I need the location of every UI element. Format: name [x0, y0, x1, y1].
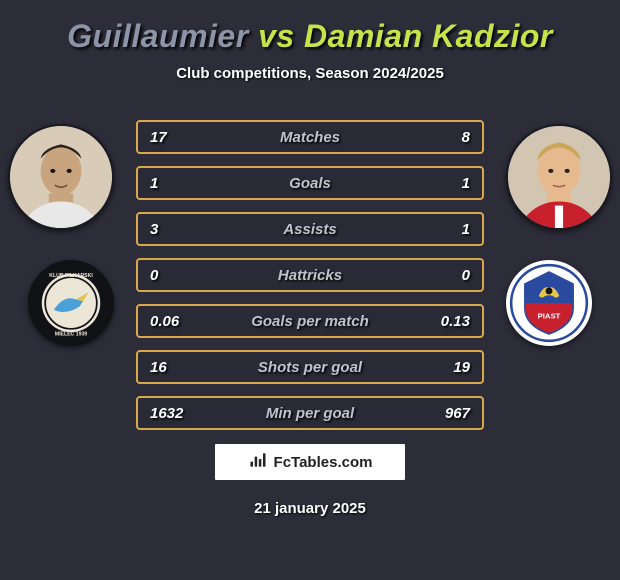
stat-right-value: 0.13 [441, 313, 470, 330]
stat-label: Matches [138, 129, 482, 146]
stat-label: Hattricks [138, 267, 482, 284]
player-right-avatar [506, 124, 612, 230]
comparison-date: 21 january 2025 [0, 500, 620, 517]
table-row: 0.06 Goals per match 0.13 [136, 304, 484, 338]
stat-label: Shots per goal [138, 359, 482, 376]
table-row: 1632 Min per goal 967 [136, 396, 484, 430]
stats-table: 17 Matches 8 1 Goals 1 3 Assists 1 0 Hat… [136, 120, 484, 442]
table-row: 17 Matches 8 [136, 120, 484, 154]
stat-left-value: 3 [150, 221, 158, 238]
branding-text: FcTables.com [274, 454, 373, 471]
player-left-name: Guillaumier [67, 18, 249, 54]
stat-right-value: 8 [462, 129, 470, 146]
stat-label: Assists [138, 221, 482, 238]
season-subtitle: Club competitions, Season 2024/2025 [0, 65, 620, 82]
club-left-badge: KLUB PIŁKARSKI MIELEC 1939 [28, 260, 114, 346]
svg-text:MIELEC 1939: MIELEC 1939 [55, 332, 88, 338]
club-right-badge: PIAST [506, 260, 592, 346]
stat-right-value: 1 [462, 175, 470, 192]
player-right-name: Damian Kadzior [304, 18, 553, 54]
stat-left-value: 17 [150, 129, 167, 146]
svg-text:KLUB PIŁKARSKI: KLUB PIŁKARSKI [49, 273, 93, 279]
versus-text: vs [258, 18, 295, 54]
table-row: 1 Goals 1 [136, 166, 484, 200]
stat-right-value: 1 [462, 221, 470, 238]
svg-text:PIAST: PIAST [538, 311, 561, 320]
stat-left-value: 0.06 [150, 313, 179, 330]
table-row: 3 Assists 1 [136, 212, 484, 246]
stat-label: Goals per match [138, 313, 482, 330]
stat-left-value: 1 [150, 175, 158, 192]
stat-label: Goals [138, 175, 482, 192]
stat-label: Min per goal [138, 405, 482, 422]
chart-icon [248, 450, 268, 474]
stat-left-value: 0 [150, 267, 158, 284]
stat-right-value: 967 [445, 405, 470, 422]
stat-left-value: 16 [150, 359, 167, 376]
player-left-avatar [8, 124, 114, 230]
table-row: 0 Hattricks 0 [136, 258, 484, 292]
stat-right-value: 19 [453, 359, 470, 376]
comparison-title: Guillaumier vs Damian Kadzior [0, 0, 620, 55]
table-row: 16 Shots per goal 19 [136, 350, 484, 384]
stat-right-value: 0 [462, 267, 470, 284]
branding-badge: FcTables.com [215, 444, 405, 480]
stat-left-value: 1632 [150, 405, 183, 422]
